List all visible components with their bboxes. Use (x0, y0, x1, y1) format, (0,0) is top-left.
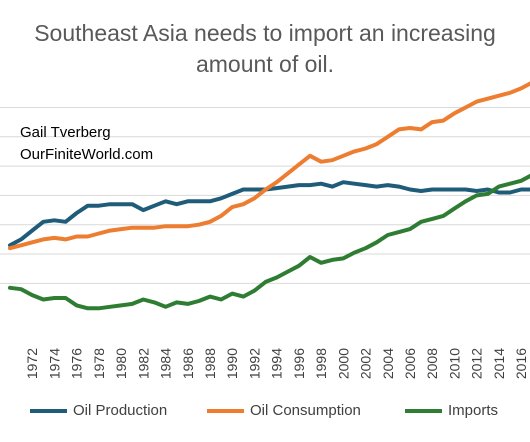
author-name: Gail Tverberg (20, 124, 111, 141)
chart-title-line-1: Southeast Asia needs to import an increa… (34, 20, 496, 46)
x-tick-label-1988: 1988 (202, 348, 218, 379)
legend-item-oil-consumption: Oil Consumption (207, 402, 361, 419)
series-line-oil-production (8, 180, 530, 248)
legend-swatch-imports (405, 408, 442, 413)
x-tick-label-1990: 1990 (224, 348, 240, 379)
series-line-imports (8, 173, 530, 311)
legend-label-imports: Imports (448, 402, 499, 419)
chart-legend: Oil Production Oil Consumption Imports (0, 402, 530, 428)
x-tick-label-2002: 2002 (358, 348, 374, 379)
chart-title: Southeast Asia needs to import an increa… (0, 18, 530, 80)
x-tick-label-1998: 1998 (313, 348, 329, 379)
x-tick-label-1974: 1974 (46, 348, 62, 379)
x-tick-label-2014: 2014 (491, 348, 507, 379)
x-tick-label-2006: 2006 (402, 348, 418, 379)
x-tick-label-2010: 2010 (446, 348, 462, 379)
legend-swatch-oil-production (30, 408, 67, 413)
legend-item-imports: Imports (405, 402, 498, 419)
x-tick-label-1978: 1978 (91, 348, 107, 379)
legend-label-oil-production: Oil Production (73, 402, 168, 419)
x-tick-label-1980: 1980 (113, 348, 129, 379)
x-tick-label-2012: 2012 (469, 348, 485, 379)
author-credit: Gail Tverberg OurFiniteWorld.com (20, 122, 153, 166)
x-tick-label-1972: 1972 (24, 348, 40, 379)
x-tick-label-1986: 1986 (180, 348, 196, 379)
x-tick-label-1976: 1976 (69, 348, 85, 379)
x-tick-label-2000: 2000 (335, 348, 351, 379)
x-tick-label-2016: 2016 (513, 348, 529, 379)
gridlines (0, 106, 530, 284)
x-tick-label-1984: 1984 (158, 348, 174, 379)
series-lines (8, 81, 530, 311)
legend-label-oil-consumption: Oil Consumption (250, 402, 361, 419)
x-tick-label-1992: 1992 (246, 348, 262, 379)
x-tick-label-1994: 1994 (269, 348, 285, 379)
x-tick-label-2008: 2008 (424, 348, 440, 379)
x-tick-label-1996: 1996 (291, 348, 307, 379)
legend-item-oil-production: Oil Production (30, 402, 167, 419)
x-tick-label-1982: 1982 (135, 348, 151, 379)
legend-swatch-oil-consumption (207, 408, 244, 413)
series-line-oil-consumption (8, 81, 530, 251)
x-axis-tick-labels: 1972 1974 1976 1978 1980 1982 1984 1986 1988 1990… (24, 348, 529, 379)
chart-title-line-2: amount of oil. (195, 51, 335, 77)
x-tick-label-2004: 2004 (380, 348, 396, 379)
author-site: OurFiniteWorld.com (20, 146, 154, 163)
